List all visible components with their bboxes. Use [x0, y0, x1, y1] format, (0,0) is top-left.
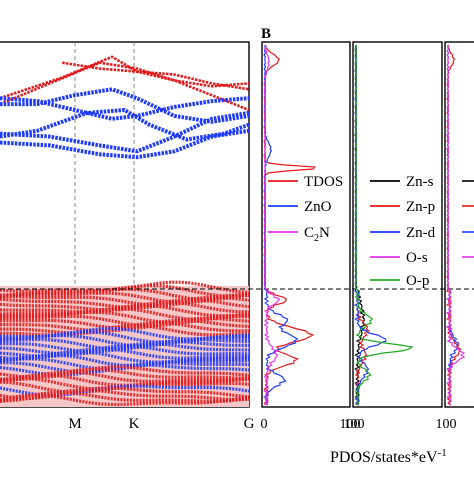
- pdos-legend: TDOS ZnO C2N Zn-s Zn-p Zn-d O-s O-p: [268, 174, 474, 289]
- c2n-valence-band: [0, 324, 250, 337]
- extra-pdos-curve-magenta: [445, 45, 466, 406]
- legend-label: O-s: [406, 250, 428, 266]
- legend-label: Zn-s: [406, 174, 434, 190]
- legend-item-o-p: O-p: [370, 273, 429, 289]
- legend-label: TDOS: [304, 174, 343, 190]
- c2n-valence-band: [0, 386, 250, 400]
- c2n-valence-band: [0, 280, 250, 294]
- legend-item-zno: ZnO: [268, 199, 332, 215]
- zno-conduction-band: [0, 96, 250, 121]
- x-tick-label-g: G: [244, 416, 255, 432]
- x-tick-label-m: M: [68, 416, 81, 432]
- zno-valence-band: [0, 339, 249, 354]
- pdos-tick-label: 100: [340, 417, 361, 432]
- x-tick-label-k: K: [129, 416, 140, 432]
- legend-label: Zn-d: [406, 225, 436, 241]
- pdos-subpanel-1-curves: [263, 44, 316, 406]
- c2n-valence-band: [0, 367, 250, 382]
- pdos-subpanel-frame-3: [444, 41, 474, 408]
- panel-label-b: B: [261, 26, 271, 42]
- legend-item-zn-d: Zn-d: [370, 225, 436, 241]
- pdos-tick-label: 100: [344, 417, 365, 432]
- c2n-valence-band: [0, 393, 250, 407]
- pdos-x-axis-label: PDOS/states*eV-1: [330, 447, 447, 466]
- zn-d-curve: [353, 44, 387, 406]
- zno-pdos-curve: [263, 44, 299, 406]
- pdos-subpanel-2-curves: [353, 44, 414, 406]
- valence-band-region: [0, 280, 250, 407]
- pdos-subpanel-frame-2: [352, 41, 443, 408]
- legend-label: Zn-p: [406, 199, 435, 215]
- c2n-conduction-band: [62, 61, 250, 112]
- pdos-tick-label: 0: [261, 417, 268, 432]
- legend-label: O-p: [406, 273, 429, 289]
- legend-item-zn-p: Zn-p: [370, 199, 435, 215]
- pdos-subpanel-3-curves: [445, 44, 466, 406]
- zno-conduction-band: [0, 108, 250, 142]
- o-p-curve: [354, 44, 414, 406]
- c2n-valence-band: [0, 365, 250, 380]
- pdos-subpanel-frame-1: [261, 41, 351, 408]
- c2n-valence-band: [0, 297, 250, 312]
- legend-label: C2N: [304, 225, 330, 244]
- c2n-valence-band: [0, 303, 250, 318]
- legend-item-zn-s: Zn-s: [370, 174, 434, 190]
- legend-item-c2n: C2N: [268, 225, 330, 244]
- legend-item-o-s: O-s: [370, 250, 428, 266]
- c2n-pdos-curve: [263, 44, 281, 406]
- zno-conduction-band: [0, 110, 250, 154]
- band-structure-panel: [0, 41, 474, 408]
- c2n-valence-band: [0, 300, 250, 314]
- pdos-panel: [261, 41, 474, 408]
- legend-item-tdos: TDOS: [268, 174, 343, 190]
- pdos-tick-label: 100: [436, 417, 457, 432]
- legend-label: ZnO: [304, 199, 332, 215]
- c2n-conduction-band: [0, 61, 250, 106]
